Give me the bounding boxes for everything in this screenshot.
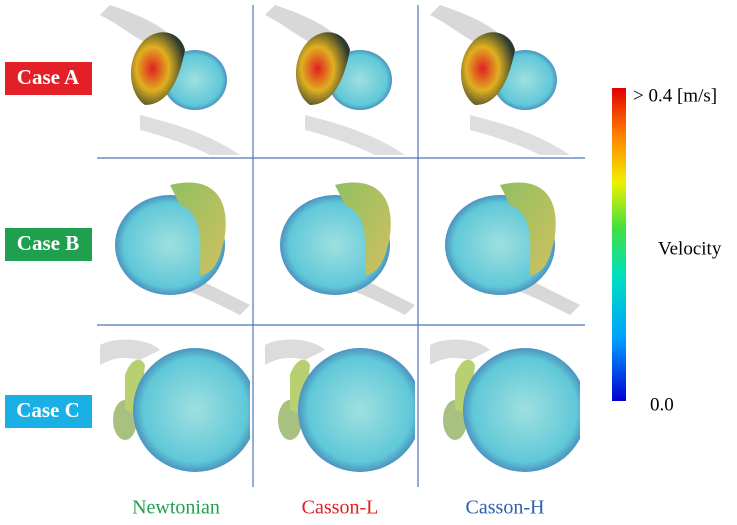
column-label: Casson-L bbox=[302, 497, 379, 519]
column-label: Newtonian bbox=[132, 497, 220, 519]
colorbar bbox=[612, 88, 626, 401]
column-label: Casson-H bbox=[466, 497, 545, 519]
figure: Case A Case B Case C Newtonian Casson-L … bbox=[0, 0, 737, 525]
colorbar-max-label: > 0.4 [m/s] bbox=[633, 85, 717, 106]
colorbar-title: Velocity bbox=[658, 238, 722, 259]
row-label: Case A bbox=[17, 65, 80, 89]
page: {"figure": { "row_labels": ["Case A", "C… bbox=[0, 0, 737, 525]
colorbar-min-label: 0.0 bbox=[650, 394, 674, 415]
row-label: Case B bbox=[17, 231, 79, 255]
row-label: Case C bbox=[16, 398, 80, 422]
